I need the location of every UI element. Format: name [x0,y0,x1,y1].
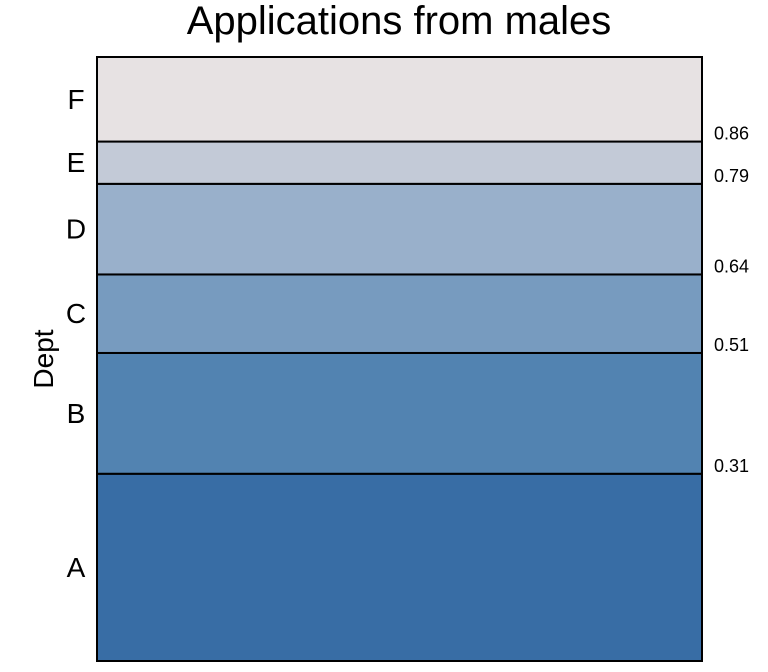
cumulative-label: 0.51 [714,335,749,355]
segment-b [96,351,703,475]
segment-d [96,182,703,276]
cumulative-labels-group: 0.31 0.51 0.64 0.79 0.86 [714,124,749,476]
category-label-a: A [67,552,86,583]
segments-group [96,56,703,663]
category-label-e: E [67,147,86,178]
segment-a [96,472,703,663]
category-labels-group: A B C D E F [66,84,86,583]
segment-f [96,56,703,143]
segment-e [96,140,703,185]
segment-c [96,273,703,354]
category-label-b: B [67,398,86,429]
y-axis-label: Dept [28,329,59,388]
category-label-d: D [66,214,86,245]
cumulative-label: 0.31 [714,456,749,476]
cumulative-label: 0.86 [714,124,749,144]
cumulative-label: 0.79 [714,166,749,186]
cumulative-label: 0.64 [714,256,749,276]
chart-title: Applications from males [187,0,612,43]
category-label-c: C [66,298,86,329]
plot-frame [96,56,703,662]
category-label-f: F [67,84,84,115]
